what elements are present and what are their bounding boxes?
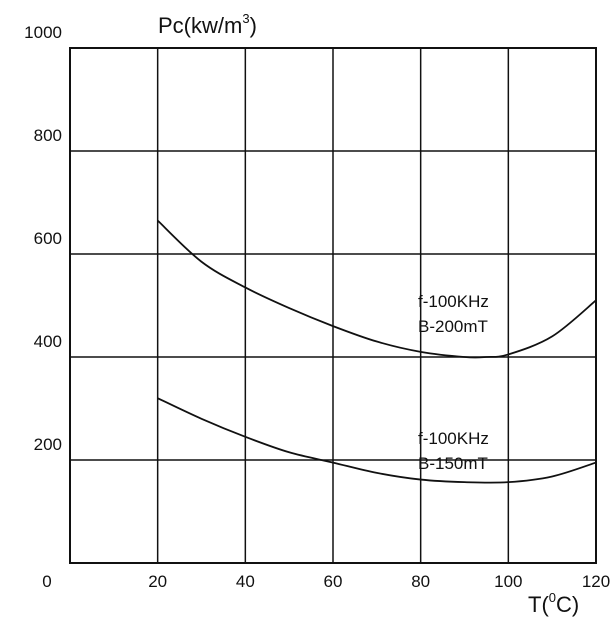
y-axis-title-main: Pc(kw/m [158, 13, 242, 38]
series-line-2 [157, 397, 597, 484]
series-1-annotation-2: B-200mT [418, 317, 488, 336]
annotations: f-100KHz B-200mT f-100KHz B-150mT [418, 292, 489, 473]
x-tick-label-40: 40 [236, 572, 255, 591]
x-tick-label-0: 0 [42, 572, 51, 591]
y-axis-title-end: ) [250, 13, 257, 38]
x-axis-title-sup: 0 [549, 590, 556, 605]
x-axis-title: T(0C) [528, 590, 579, 617]
x-axis-title-main: T( [528, 592, 549, 617]
x-tick-label-100: 100 [494, 572, 522, 591]
y-axis-title-sup: 3 [242, 11, 249, 26]
y-tick-label-400: 400 [34, 332, 62, 351]
series-2-annotation-1: f-100KHz [418, 429, 489, 448]
y-axis-title: Pc(kw/m3) [158, 11, 257, 38]
y-tick-label-200: 200 [34, 435, 62, 454]
y-tick-label-600: 600 [34, 229, 62, 248]
tick-labels: 0 20 40 60 80 100 120 200 400 600 800 1000 [24, 23, 610, 591]
x-tick-label-120: 120 [582, 572, 610, 591]
series-group [157, 219, 597, 484]
y-tick-label-800: 800 [34, 126, 62, 145]
x-axis-title-end: C) [556, 592, 579, 617]
series-1-annotation-1: f-100KHz [418, 292, 489, 311]
grid [69, 47, 597, 564]
y-tick-label-1000: 1000 [24, 23, 62, 42]
series-line-1 [157, 219, 597, 359]
series-2-annotation-2: B-150mT [418, 454, 488, 473]
x-tick-label-60: 60 [324, 572, 343, 591]
x-tick-label-20: 20 [148, 572, 167, 591]
x-tick-label-80: 80 [411, 572, 430, 591]
